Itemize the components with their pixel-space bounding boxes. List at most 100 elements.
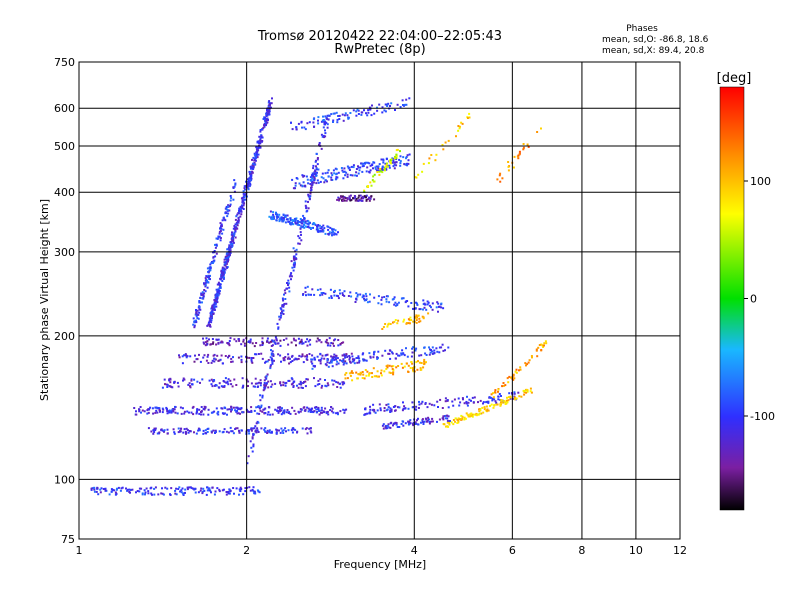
scatter-point <box>428 304 431 307</box>
scatter-point <box>240 407 243 410</box>
scatter-point <box>344 197 347 199</box>
scatter-point <box>263 408 266 411</box>
scatter-point <box>229 246 232 249</box>
scatter-point <box>223 276 225 279</box>
scatter-point <box>287 279 290 282</box>
scatter-point <box>131 488 134 491</box>
scatter-point <box>328 296 331 299</box>
scatter-point <box>169 493 171 496</box>
scatter-point <box>224 261 227 264</box>
scatter-point <box>392 160 395 162</box>
scatter-point <box>409 419 412 422</box>
scatter-point <box>325 354 328 356</box>
scatter-point <box>427 416 430 419</box>
scatter-point <box>264 412 267 414</box>
scatter-point <box>430 420 433 423</box>
scatter-point <box>380 369 383 372</box>
scatter-point <box>427 312 430 315</box>
scatter-point <box>367 198 370 200</box>
plot-frame <box>78 61 681 540</box>
scatter-point <box>227 205 229 208</box>
scatter-point <box>247 455 250 458</box>
scatter-point <box>242 338 245 341</box>
scatter-point <box>158 431 161 434</box>
scatter-point <box>452 404 455 407</box>
scatter-point <box>414 408 417 411</box>
scatter-point <box>285 337 288 340</box>
scatter-point <box>155 409 158 412</box>
scatter-point <box>233 378 236 381</box>
scatter-point <box>266 360 269 363</box>
scatter-point <box>400 353 403 356</box>
scatter-point <box>234 236 237 239</box>
scatter-point <box>376 106 378 109</box>
scatter-point <box>368 352 371 355</box>
scatter-point <box>145 487 148 490</box>
scatter-point <box>519 368 522 371</box>
scatter-point <box>265 382 268 385</box>
scatter-point <box>310 407 313 410</box>
scatter-point <box>478 410 481 413</box>
scatter-point <box>389 357 392 360</box>
scatter-point <box>170 410 173 413</box>
scatter-point <box>143 410 146 413</box>
scatter-point <box>211 338 214 340</box>
scatter-point <box>150 430 153 433</box>
scatter-point <box>311 367 314 370</box>
scatter-point <box>468 116 471 119</box>
scatter-point <box>195 319 197 322</box>
scatter-point <box>291 431 294 434</box>
scatter-point <box>330 176 333 179</box>
scatter-point <box>267 109 270 112</box>
scatter-point <box>266 114 269 117</box>
scatter-point <box>336 360 339 363</box>
scatter-point <box>227 492 230 495</box>
scatter-point <box>500 395 502 397</box>
scatter-point <box>148 408 151 411</box>
scatter-point <box>231 243 234 246</box>
scatter-point <box>192 323 195 326</box>
scatter-point <box>393 422 396 425</box>
scatter-point <box>153 431 156 433</box>
scatter-point <box>350 295 353 298</box>
scatter-point <box>323 123 326 126</box>
scatter-point <box>220 354 223 357</box>
scatter-point <box>240 207 242 210</box>
scatter-point <box>120 487 123 490</box>
scatter-point <box>388 371 391 374</box>
scatter-point <box>224 407 227 410</box>
scatter-point <box>373 173 376 176</box>
scatter-point <box>154 427 157 430</box>
scatter-point <box>102 488 105 490</box>
scatter-point <box>371 179 374 182</box>
scatter-point <box>248 429 251 432</box>
scatter-point <box>209 343 212 346</box>
scatter-point <box>448 420 451 422</box>
scatter-point <box>233 226 236 229</box>
scatter-point <box>467 414 470 417</box>
scatter-point <box>506 396 508 399</box>
scatter-point <box>362 352 365 355</box>
scatter-point <box>471 415 474 418</box>
scatter-point <box>160 428 163 431</box>
scatter-point <box>344 360 347 363</box>
scatter-point <box>146 409 149 412</box>
scatter-point <box>344 373 347 376</box>
scatter-point <box>220 274 223 277</box>
scatter-point <box>483 408 486 411</box>
scatter-point <box>330 295 333 298</box>
scatter-point <box>330 406 333 409</box>
scatter-point <box>290 429 293 432</box>
scatter-point <box>457 125 460 127</box>
scatter-point <box>320 120 323 123</box>
scatter-point <box>344 174 347 177</box>
scatter-point <box>499 180 502 183</box>
scatter-point <box>279 354 282 357</box>
scatter-point <box>319 230 322 232</box>
scatter-point <box>287 379 290 382</box>
scatter-point <box>257 431 260 433</box>
scatter-point <box>360 113 363 116</box>
scatter-point <box>292 263 295 266</box>
scatter-point <box>483 406 486 409</box>
scatter-point <box>422 317 425 320</box>
